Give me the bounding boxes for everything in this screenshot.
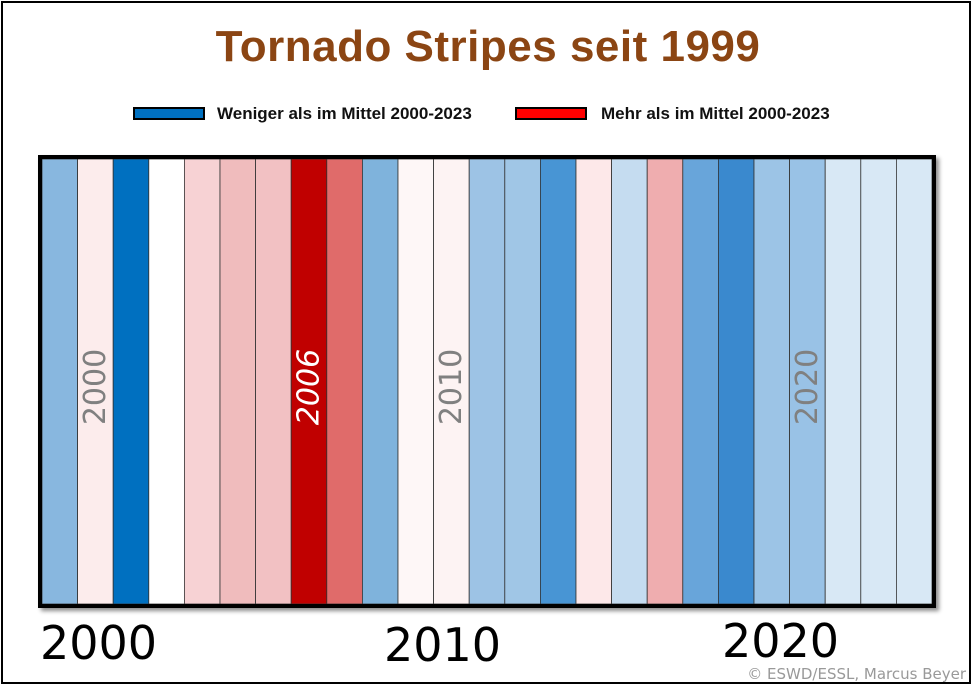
stripe-2007 [326, 159, 363, 604]
stripe-2002 [148, 159, 185, 604]
stripe-2003 [183, 159, 221, 604]
stripe-2017 [682, 159, 719, 604]
stripe-2013 [539, 159, 577, 604]
stripe-2011 [468, 159, 506, 604]
x-tick-2000: 2000 [40, 616, 158, 670]
stripe-2020 [789, 159, 826, 604]
stripe-2006 [290, 159, 328, 604]
stripe-2023 [896, 159, 932, 604]
legend-swatch-above [515, 107, 587, 120]
stripes-plot-area: 2000 2006 2010 2020 [38, 155, 936, 608]
stripe-2022 [860, 159, 897, 604]
stripe-2016 [646, 159, 684, 604]
stripe-year-label-2000: 2000 [78, 349, 113, 425]
stripe-2000 [77, 159, 114, 604]
chart-title: Tornado Stripes seit 1999 [215, 22, 761, 71]
stripe-2014 [575, 159, 612, 604]
legend-label-above: Mehr als im Mittel 2000-2023 [601, 104, 830, 123]
stripe-1999 [42, 159, 78, 604]
stripe-2008 [361, 159, 399, 604]
stripe-2004 [219, 159, 256, 604]
stripe-2015 [611, 159, 648, 604]
copyright-text: © ESWD/ESSL, Marcus Beyer [747, 665, 966, 683]
stripe-2021 [824, 159, 862, 604]
x-tick-2010: 2010 [384, 618, 502, 672]
stripe-2018 [718, 159, 755, 604]
stripe-2001 [112, 159, 150, 604]
stripe-2005 [255, 159, 292, 604]
stripes-svg: 2000 2006 2010 2020 [42, 159, 932, 604]
stripe-2012 [504, 159, 541, 604]
stripe-2009 [397, 159, 434, 604]
stripe-year-label-2020: 2020 [790, 349, 825, 425]
stripe-year-label-2006: 2006 [292, 349, 327, 425]
legend-swatch-below [133, 107, 205, 120]
stripe-2019 [753, 159, 790, 604]
x-tick-2020: 2020 [722, 614, 840, 668]
legend-label-below: Weniger als im Mittel 2000-2023 [217, 104, 472, 123]
stripe-year-label-2010: 2010 [434, 349, 469, 425]
